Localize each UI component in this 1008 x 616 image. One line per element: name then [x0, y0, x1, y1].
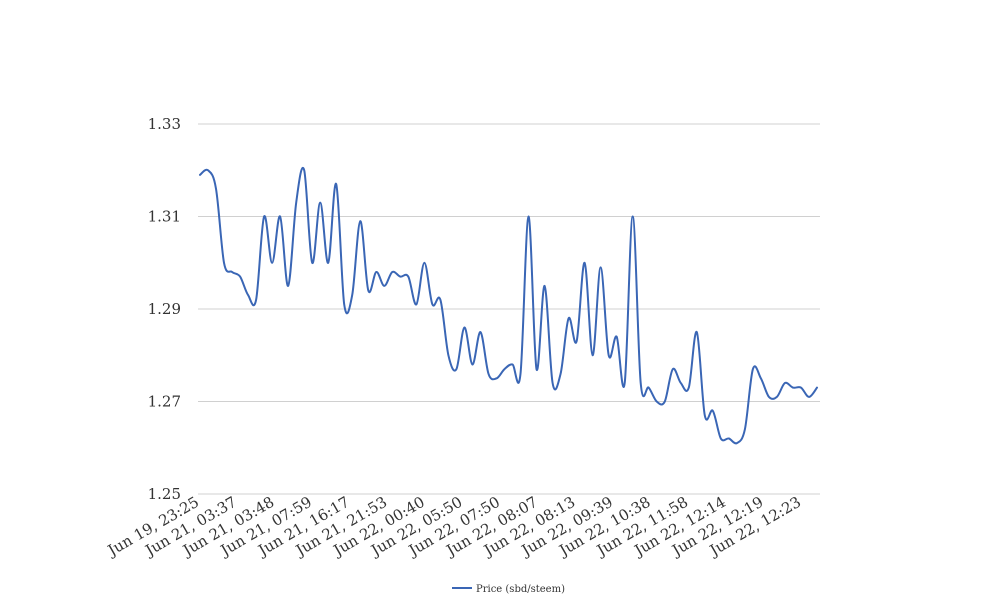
data-point	[663, 400, 667, 404]
data-point	[503, 367, 507, 371]
data-point	[679, 381, 683, 385]
data-point	[615, 335, 619, 339]
data-point	[599, 265, 603, 269]
data-point	[422, 261, 426, 265]
data-point	[430, 302, 434, 306]
data-point	[719, 437, 723, 441]
data-point	[214, 187, 218, 191]
data-point	[246, 293, 250, 297]
y-tick-label: 1.31	[148, 208, 181, 226]
data-point	[222, 261, 226, 265]
series-line-price	[199, 167, 818, 445]
data-point	[639, 381, 643, 385]
data-point	[791, 386, 795, 390]
data-point	[583, 261, 587, 265]
data-point	[783, 381, 787, 385]
gridlines	[198, 123, 820, 495]
data-point	[470, 363, 474, 367]
data-point	[382, 284, 386, 288]
data-point	[366, 289, 370, 293]
data-point	[543, 284, 547, 288]
data-point	[687, 386, 691, 390]
data-point	[775, 395, 779, 399]
data-point	[398, 275, 402, 279]
y-axis-tick-labels: 1.33 1.31 1.29 1.27 1.25	[148, 115, 181, 503]
y-tick-label: 1.29	[148, 300, 181, 318]
data-point	[807, 395, 811, 399]
data-point	[703, 413, 707, 417]
data-point	[318, 201, 322, 205]
data-point	[495, 376, 499, 380]
data-point	[302, 168, 306, 172]
y-tick-label: 1.27	[148, 393, 181, 411]
data-point	[438, 298, 442, 302]
data-point	[671, 367, 675, 371]
data-point	[511, 363, 515, 367]
data-point	[631, 215, 635, 219]
series-layer	[198, 167, 819, 445]
data-point	[759, 376, 763, 380]
data-point	[623, 381, 627, 385]
data-point	[262, 215, 266, 219]
data-point	[655, 400, 659, 404]
data-point	[342, 302, 346, 306]
y-tick-label: 1.25	[148, 485, 181, 503]
data-point	[278, 215, 282, 219]
data-point	[230, 270, 234, 274]
data-point	[479, 330, 483, 334]
data-point	[695, 330, 699, 334]
legend[interactable]: Price (sbd/steem)	[452, 584, 565, 595]
data-point	[390, 270, 394, 274]
data-point	[326, 261, 330, 265]
data-point	[647, 386, 651, 390]
data-point	[575, 339, 579, 343]
data-point	[799, 386, 803, 390]
data-point	[535, 367, 539, 371]
data-point	[350, 293, 354, 297]
data-point	[374, 270, 378, 274]
data-point	[286, 284, 290, 288]
data-point	[270, 261, 274, 265]
data-point	[815, 386, 819, 390]
data-point	[446, 353, 450, 357]
data-point	[310, 261, 314, 265]
data-point	[711, 409, 715, 413]
data-point	[767, 395, 771, 399]
data-point	[527, 215, 531, 219]
data-point	[735, 441, 739, 445]
data-point	[751, 367, 755, 371]
data-point	[454, 367, 458, 371]
data-point	[487, 372, 491, 376]
data-point	[406, 275, 410, 279]
y-tick-label: 1.33	[148, 115, 181, 133]
data-point	[559, 372, 563, 376]
data-point	[206, 168, 210, 172]
data-point	[198, 173, 202, 177]
data-point	[727, 437, 731, 441]
data-point	[551, 381, 555, 385]
data-point	[567, 316, 571, 320]
data-point	[294, 201, 298, 205]
data-point	[238, 275, 242, 279]
data-point	[414, 302, 418, 306]
data-point	[254, 298, 258, 302]
data-point	[607, 353, 611, 357]
data-point	[743, 427, 747, 431]
data-point	[334, 182, 338, 186]
data-point	[591, 353, 595, 357]
data-point	[462, 326, 466, 330]
data-point	[358, 219, 362, 223]
legend-label: Price (sbd/steem)	[476, 584, 565, 595]
data-point	[519, 372, 523, 376]
